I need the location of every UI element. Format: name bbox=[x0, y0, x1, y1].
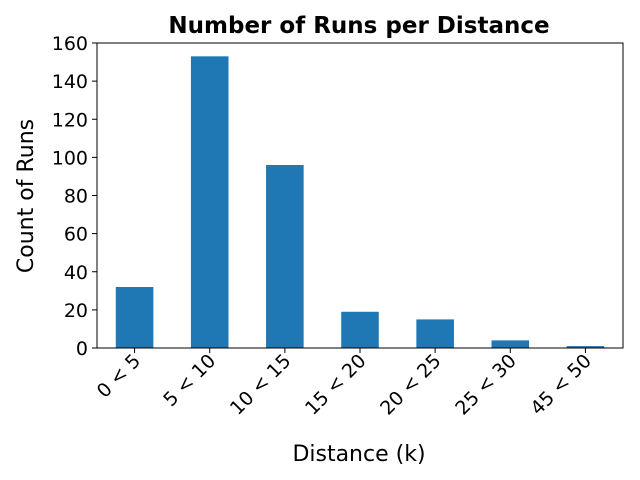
y-tick-label: 0 bbox=[76, 338, 88, 360]
axes-frame bbox=[96, 42, 624, 349]
x-tick-label: 20 < 25 bbox=[376, 350, 446, 420]
bar bbox=[115, 287, 154, 348]
x-axis-label: Distance (k) bbox=[292, 442, 425, 467]
y-tick-label: 80 bbox=[64, 186, 88, 208]
bar bbox=[190, 56, 229, 349]
x-tick-label: 5 < 10 bbox=[159, 350, 220, 411]
x-tick-label: 0 < 5 bbox=[93, 350, 145, 402]
y-tick-label: 20 bbox=[64, 300, 88, 322]
y-tick-label: 160 bbox=[52, 33, 88, 55]
x-tick-label: 15 < 20 bbox=[301, 350, 371, 420]
plot-area: 0 20 40 60 80 100 120 140 160 0 < 5 5 < 10 10 < 15 1… bbox=[52, 33, 624, 420]
bar bbox=[266, 165, 304, 348]
x-tick-label: 10 < 15 bbox=[226, 350, 296, 420]
y-tick-label: 100 bbox=[52, 147, 88, 169]
bar bbox=[416, 319, 454, 348]
x-tick-label: 25 < 30 bbox=[451, 350, 521, 420]
chart-title: Number of Runs per Distance bbox=[168, 13, 549, 39]
y-axis-label: Count of Runs bbox=[14, 119, 39, 273]
bar bbox=[566, 346, 605, 348]
y-tick-label: 140 bbox=[52, 71, 88, 93]
bar bbox=[491, 340, 530, 349]
y-tick-label: 60 bbox=[64, 224, 88, 246]
y-tick-label: 120 bbox=[52, 109, 88, 131]
x-tick-label: 45 < 50 bbox=[526, 350, 596, 420]
y-tick-label: 40 bbox=[64, 262, 88, 284]
bar bbox=[341, 311, 379, 348]
